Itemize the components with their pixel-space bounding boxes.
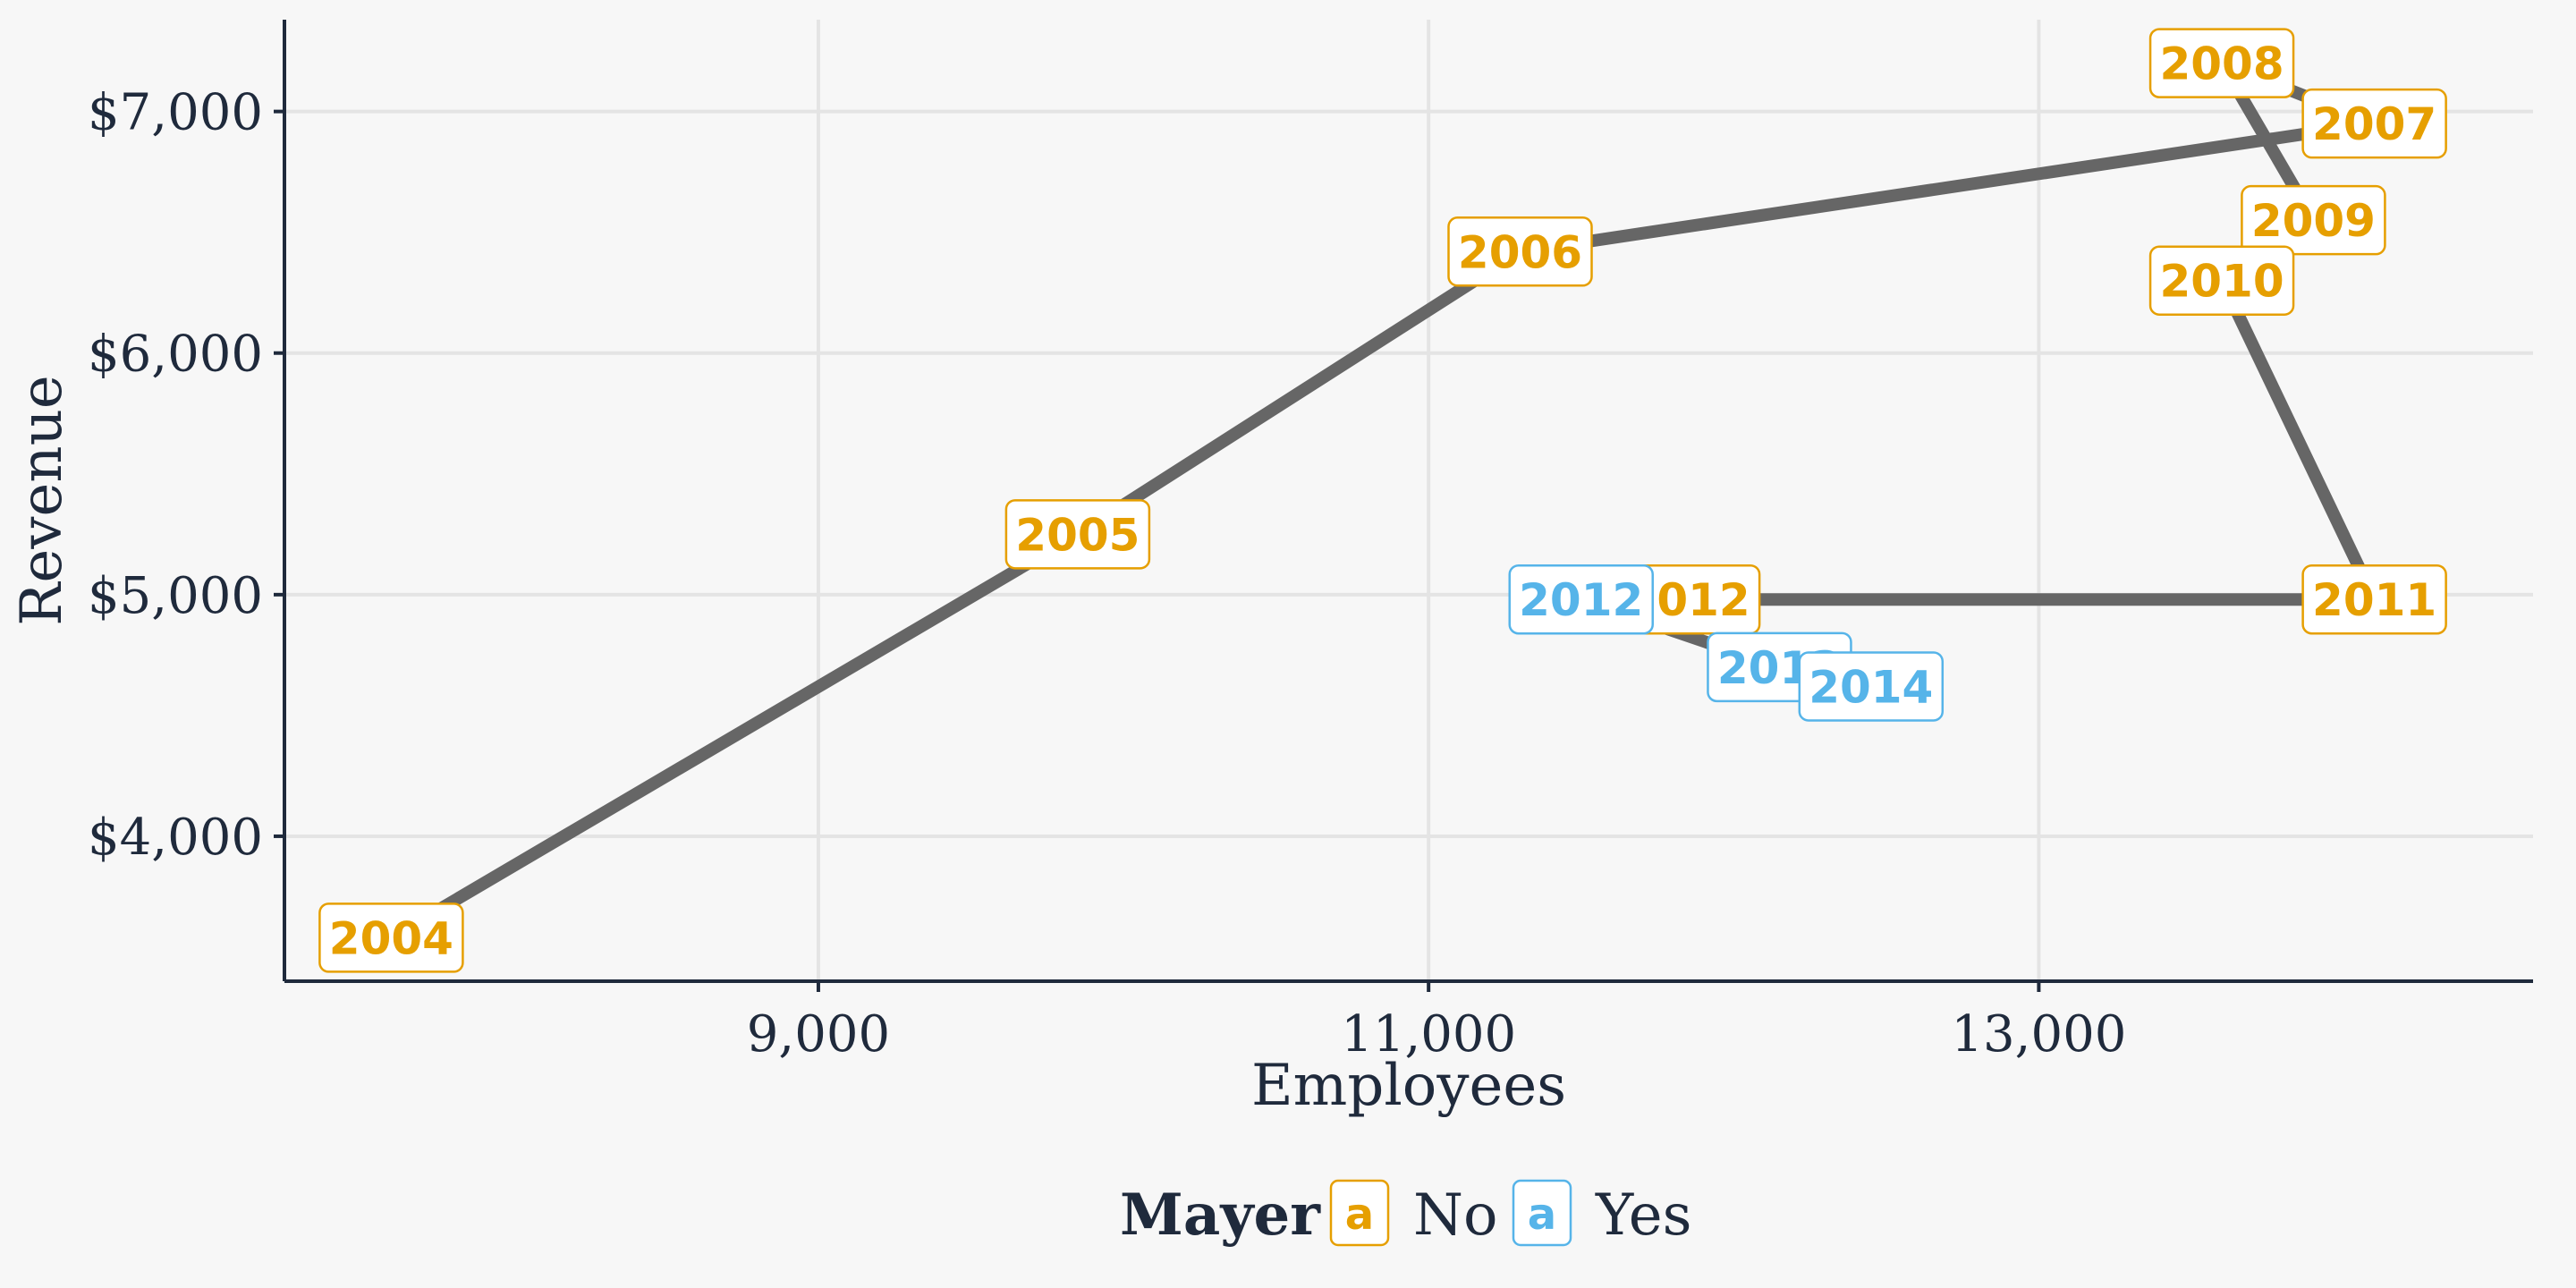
point-label-box	[1508, 564, 1654, 635]
point-label-text: 2012	[1519, 574, 1643, 626]
point-label-text: 2008	[2159, 38, 2284, 90]
point-label-2009-no: 2009	[2241, 184, 2386, 256]
series-path	[387, 56, 2381, 944]
point-label-text: 2005	[1015, 509, 1140, 561]
point-label-box	[1798, 651, 1945, 722]
legend-key-symbol: a	[1345, 1190, 1374, 1240]
point-label-box	[2148, 245, 2295, 316]
point-label-text: 2014	[1809, 661, 1933, 713]
point-label-2011-no: 2011	[2301, 564, 2447, 635]
axes: 9,000 11,000 13,000 $4,000 $5,000 $6,000 $7,00…	[88, 20, 2533, 1063]
legend-key-symbol: a	[1528, 1190, 1556, 1240]
legend-key	[1329, 1179, 1390, 1247]
legend-title: Mayer	[1120, 1182, 1321, 1249]
legend: Mayer a No a Yes	[1120, 1179, 1691, 1249]
y-axis-title: Revenue	[9, 375, 75, 625]
legend-label: Yes	[1595, 1182, 1691, 1249]
point-label-2006-no: 2006	[1447, 216, 1593, 287]
x-tick-label-0: 9,000	[747, 1005, 890, 1063]
point-label-text: 2004	[329, 912, 453, 964]
point-label-box	[1447, 216, 1593, 287]
legend-key	[1512, 1179, 1572, 1247]
point-label-2005-no: 2005	[1004, 499, 1151, 570]
point-label-box	[2241, 184, 2386, 256]
point-label-box	[2148, 28, 2295, 98]
point-label-text: 2010	[2159, 256, 2284, 308]
x-tick-label-1: 11,000	[1341, 1005, 1516, 1063]
point-label-box	[2301, 564, 2447, 635]
y-tick-label-0: $4,000	[88, 809, 263, 867]
point-label-2014-yes: 2014	[1798, 651, 1945, 722]
legend-item-yes: a Yes	[1512, 1179, 1691, 1249]
point-label-text: 2007	[2312, 98, 2436, 150]
point-label-2008-no: 2008	[2148, 28, 2295, 98]
point-label-box	[318, 902, 464, 973]
x-axis-title: Employees	[1251, 1053, 1566, 1119]
y-tick-label-1: $5,000	[88, 567, 263, 625]
point-label-2012-yes: 2012	[1508, 564, 1654, 635]
legend-label: No	[1413, 1182, 1498, 1249]
x-tick-label-2: 13,000	[1951, 1005, 2126, 1063]
y-tick-label-2: $6,000	[88, 326, 263, 384]
point-label-box	[2301, 88, 2447, 159]
point-label-2010-no: 2010	[2148, 245, 2295, 316]
legend-item-no: a No	[1329, 1179, 1498, 1249]
point-label-2004-no: 2004	[318, 902, 464, 973]
point-label-box	[1004, 499, 1151, 570]
point-label-text: 2009	[2251, 195, 2376, 247]
point-label-text: 2011	[2312, 574, 2436, 626]
point-label-2007-no: 2007	[2301, 88, 2447, 159]
point-label-text: 2006	[1458, 226, 1582, 278]
y-tick-label-3: $7,000	[88, 84, 263, 142]
point-labels: 2004200520062007200820092010201120122012…	[318, 28, 2447, 973]
series-line	[387, 56, 2381, 944]
grid	[284, 20, 2533, 981]
